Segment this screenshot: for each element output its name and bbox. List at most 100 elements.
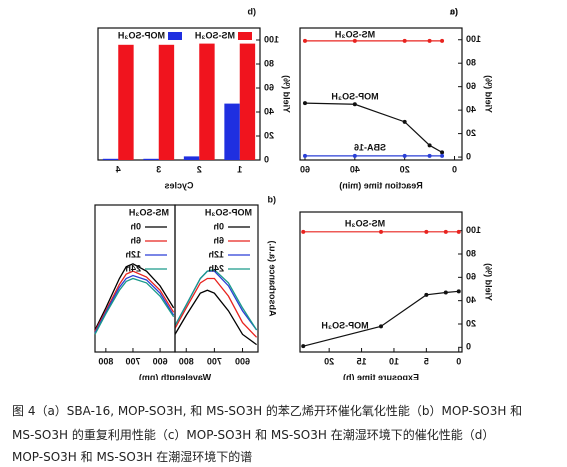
legend-label: 24h (125, 263, 141, 273)
y-tick-label: 60 (466, 81, 476, 91)
spectrum (94, 270, 175, 332)
y-tick-label: 20 (466, 318, 476, 328)
series-label: MS-SO₃H (345, 218, 385, 228)
x-tick-label: 60 (300, 164, 310, 174)
point (302, 101, 307, 106)
point (440, 38, 445, 43)
legend-label: 0h (130, 221, 141, 231)
spectrum (94, 274, 175, 334)
x-tick-label: 20 (400, 164, 410, 174)
point (302, 153, 307, 158)
x-tick-label: 40 (350, 164, 360, 174)
y-tick-label: 0 (466, 151, 471, 161)
legend-title: MS-SO₃H (129, 207, 169, 217)
y-tick-label: 80 (466, 248, 476, 258)
y-tick-label: 80 (264, 58, 274, 68)
legend-label: 0h (213, 221, 224, 231)
plot-frame (299, 211, 463, 353)
y-tick-label: 60 (264, 82, 274, 92)
spectrum (174, 268, 258, 331)
spectrum (94, 263, 175, 331)
x-tick-label: 20 (324, 356, 334, 366)
x-tick-label: 10 (389, 356, 399, 366)
legend-label: 6h (213, 235, 224, 245)
y-axis-title: Yield (%) (484, 75, 494, 113)
x-axis-title: Reaction time (min) (339, 180, 423, 190)
x-tick-label: 600 (235, 356, 250, 366)
x-tick-label: 2 (197, 164, 202, 174)
point (456, 289, 461, 294)
y-tick-label: 0 (264, 154, 269, 164)
point (402, 119, 407, 124)
point (427, 38, 432, 43)
x-tick-label: 0 (456, 356, 461, 366)
point (352, 38, 357, 43)
bar (102, 158, 119, 160)
panel-label: (a (449, 6, 458, 16)
plot-frame (94, 204, 176, 353)
x-tick-label: 1 (237, 164, 242, 174)
point (302, 38, 307, 43)
series-label: MOP-SO₃H (331, 91, 378, 101)
caption-line: 图 4（a）SBA-16, MOP-SO3H, 和 MS-SO3H 的苯乙烯开环… (12, 404, 523, 418)
y-axis-title: Yield (%) (282, 75, 292, 113)
legend-swatch (238, 32, 252, 40)
y-tick-label: 100 (264, 34, 279, 44)
plot-frame (97, 27, 261, 161)
y-tick-label: 60 (466, 272, 476, 282)
caption-line: MOP-SO3H 和 MS-SO3H 在潮湿环境下的谱 (12, 450, 253, 464)
point (352, 102, 357, 107)
y-tick-label: 0 (466, 342, 471, 352)
x-tick-label: 700 (125, 356, 140, 366)
spectrum (94, 277, 175, 335)
x-tick-label: 5 (424, 356, 429, 366)
series-label: MS-SO₃H (335, 29, 375, 39)
x-axis-title: Wavelength (nm) (139, 372, 211, 380)
panel-label: (c (450, 6, 458, 16)
series-line (303, 290, 459, 347)
point (443, 229, 448, 234)
panel-label: (d (268, 194, 277, 204)
x-tick-label: 0 (452, 164, 457, 174)
x-tick-label: 15 (357, 356, 367, 366)
x-tick-label: 3 (156, 164, 161, 174)
y-tick-label: 80 (466, 58, 476, 68)
bar (224, 103, 240, 160)
legend-label: MOP-SO₃H (118, 30, 165, 40)
y-tick-label: 40 (264, 106, 274, 116)
caption-line: MS-SO3H 的重复利用性能（c）MOP-SO3H 和 MS-SO3H 在潮湿… (12, 428, 495, 442)
point (456, 229, 461, 234)
legend-label: 6h (130, 235, 141, 245)
point (440, 150, 445, 155)
point (379, 324, 383, 329)
series-label: SBA-16 (354, 142, 386, 152)
series-label: MOP-SO₃H (321, 320, 368, 330)
legend-title: MOP-SO₃H (205, 207, 252, 217)
spectrum (174, 277, 258, 338)
bar (158, 44, 175, 160)
legend-label: MS-SO₃H (195, 30, 235, 40)
legend-label: 12h (208, 249, 224, 259)
y-axis-title: Absorbance (a.u.) (268, 240, 278, 316)
panel-label: (b (247, 6, 256, 16)
x-tick-label: 800 (98, 356, 113, 366)
bar (239, 43, 256, 160)
x-axis-title: Cycles (164, 180, 193, 190)
x-tick-label: 600 (153, 356, 168, 366)
y-tick-label: 100 (466, 225, 481, 235)
spectrum (174, 289, 257, 346)
x-tick-label: 800 (179, 356, 194, 366)
bar (183, 156, 200, 160)
bar (143, 158, 159, 160)
point (443, 290, 448, 295)
bar (199, 43, 215, 160)
y-axis-title: Yield (%) (484, 263, 494, 301)
legend-label: 12h (125, 249, 141, 259)
y-tick-label: 40 (466, 105, 476, 115)
point (440, 153, 445, 158)
point (402, 38, 407, 43)
point (424, 292, 429, 297)
